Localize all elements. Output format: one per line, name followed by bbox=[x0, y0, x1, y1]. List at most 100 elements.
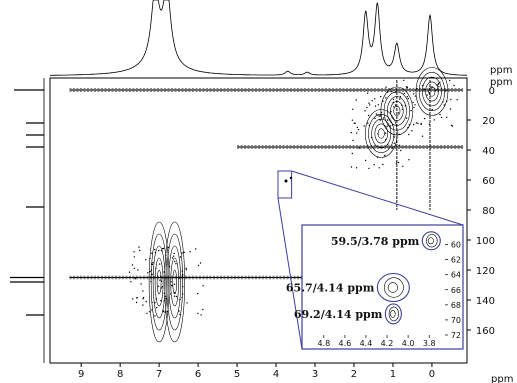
y-unit-label: ppm bbox=[490, 77, 512, 88]
noise-dot bbox=[369, 104, 371, 106]
noise-dot bbox=[178, 310, 180, 312]
noise-dot bbox=[142, 296, 145, 299]
noise-dot bbox=[398, 144, 401, 146]
noise-dot bbox=[173, 295, 176, 297]
noise-dot bbox=[373, 164, 375, 166]
inset-annotation: 65.7/4.14 ppm bbox=[286, 282, 375, 295]
noise-dot bbox=[440, 116, 443, 119]
x-tick-label: 9 bbox=[78, 369, 84, 380]
noise-dot bbox=[382, 163, 384, 166]
noise-dot bbox=[151, 263, 154, 266]
inset-x-tick-label: 4.4 bbox=[360, 339, 373, 348]
noise-dot bbox=[174, 292, 176, 294]
ridges bbox=[69, 80, 464, 280]
noise-dot bbox=[350, 166, 353, 168]
noise-dot bbox=[130, 281, 132, 283]
noise-dot bbox=[132, 298, 134, 300]
noise-dot bbox=[408, 133, 410, 136]
noise-dot bbox=[410, 109, 412, 112]
noise-dot bbox=[445, 90, 447, 92]
noise-dot bbox=[392, 98, 395, 101]
noise-dot bbox=[421, 85, 424, 87]
noise-dot bbox=[431, 86, 433, 89]
noise-dot bbox=[149, 270, 151, 273]
noise-dot bbox=[164, 311, 166, 313]
noise-dot bbox=[179, 298, 181, 301]
noise-dot bbox=[378, 167, 380, 169]
noise-dot bbox=[356, 132, 358, 134]
noise-dot bbox=[195, 248, 197, 250]
noise-dot bbox=[136, 297, 138, 299]
inset-x-tick-label: 4.2 bbox=[381, 339, 394, 348]
noise-dot bbox=[135, 301, 138, 304]
noise-dot bbox=[133, 267, 136, 270]
inset-peak-circle bbox=[384, 303, 402, 325]
x-tick-label: 0 bbox=[429, 369, 435, 380]
noise-dot bbox=[162, 310, 165, 313]
noise-dot bbox=[377, 133, 379, 135]
noise-dot bbox=[175, 263, 177, 265]
noise-dot bbox=[158, 249, 160, 252]
noise-dot bbox=[182, 286, 184, 288]
inset-x-tick-label: 4.8 bbox=[317, 339, 330, 348]
noise-dot bbox=[174, 260, 176, 263]
contour-ring bbox=[172, 269, 178, 295]
noise-dot bbox=[437, 82, 440, 85]
noise-dot bbox=[379, 119, 381, 121]
noise-dot bbox=[446, 100, 448, 103]
noise-dot bbox=[367, 92, 369, 94]
noise-dot bbox=[161, 248, 164, 250]
noise-dot bbox=[436, 88, 438, 91]
noise-dot bbox=[449, 79, 451, 82]
x-axis: 9 8 7 6 5 4 3 2 1 0 bbox=[78, 363, 435, 380]
noise-dot bbox=[358, 147, 360, 149]
noise-dot bbox=[157, 285, 160, 287]
noise-dot bbox=[149, 257, 151, 260]
noise-dot bbox=[353, 122, 355, 124]
noise-dot bbox=[380, 114, 382, 116]
noise-dot bbox=[377, 114, 379, 116]
noise-dot bbox=[189, 251, 191, 253]
noise-dot bbox=[414, 104, 416, 106]
noise-dot bbox=[165, 298, 167, 300]
contour-ring bbox=[166, 233, 184, 331]
contour-ring bbox=[418, 72, 446, 112]
noise-dot bbox=[421, 135, 424, 137]
noise-dot bbox=[162, 309, 164, 312]
noise-dot bbox=[357, 128, 360, 131]
noise-dot bbox=[367, 114, 370, 117]
noise-dot bbox=[449, 108, 452, 110]
noise-dot bbox=[394, 104, 397, 106]
noise-dot bbox=[355, 99, 357, 101]
noise-dot bbox=[364, 110, 366, 112]
x-tick-label: 5 bbox=[234, 369, 240, 380]
y-tick-label: 20 bbox=[482, 116, 495, 127]
inset-peak-circle bbox=[376, 272, 410, 303]
noise-dot bbox=[404, 105, 406, 107]
contour-ring bbox=[422, 76, 442, 107]
y-tick-label: 120 bbox=[476, 266, 495, 277]
noise-dot bbox=[197, 264, 200, 267]
zoom-box bbox=[277, 170, 293, 199]
noise-dot bbox=[199, 262, 202, 264]
noise-dot bbox=[386, 125, 388, 127]
noise-dot bbox=[386, 91, 389, 93]
noise-dot bbox=[385, 97, 387, 99]
noise-dot bbox=[168, 266, 171, 268]
noise-dot bbox=[368, 102, 370, 104]
inset-y-tick-label: 68 bbox=[451, 301, 461, 310]
noise-dot bbox=[197, 312, 199, 315]
y-tick-label: 100 bbox=[476, 236, 495, 247]
noise-dot bbox=[202, 285, 204, 287]
noise-dot bbox=[378, 115, 380, 117]
noise-dot bbox=[405, 86, 408, 88]
noise-dot bbox=[402, 165, 404, 167]
contour-ring bbox=[164, 221, 186, 343]
contour-ring bbox=[380, 86, 414, 136]
noise-dot bbox=[142, 298, 144, 300]
noise-dot bbox=[414, 95, 417, 97]
noise-dot bbox=[154, 315, 156, 317]
noise-dot bbox=[415, 122, 418, 124]
y-tick-label: 0 bbox=[489, 86, 495, 97]
noise-dot bbox=[146, 312, 148, 315]
